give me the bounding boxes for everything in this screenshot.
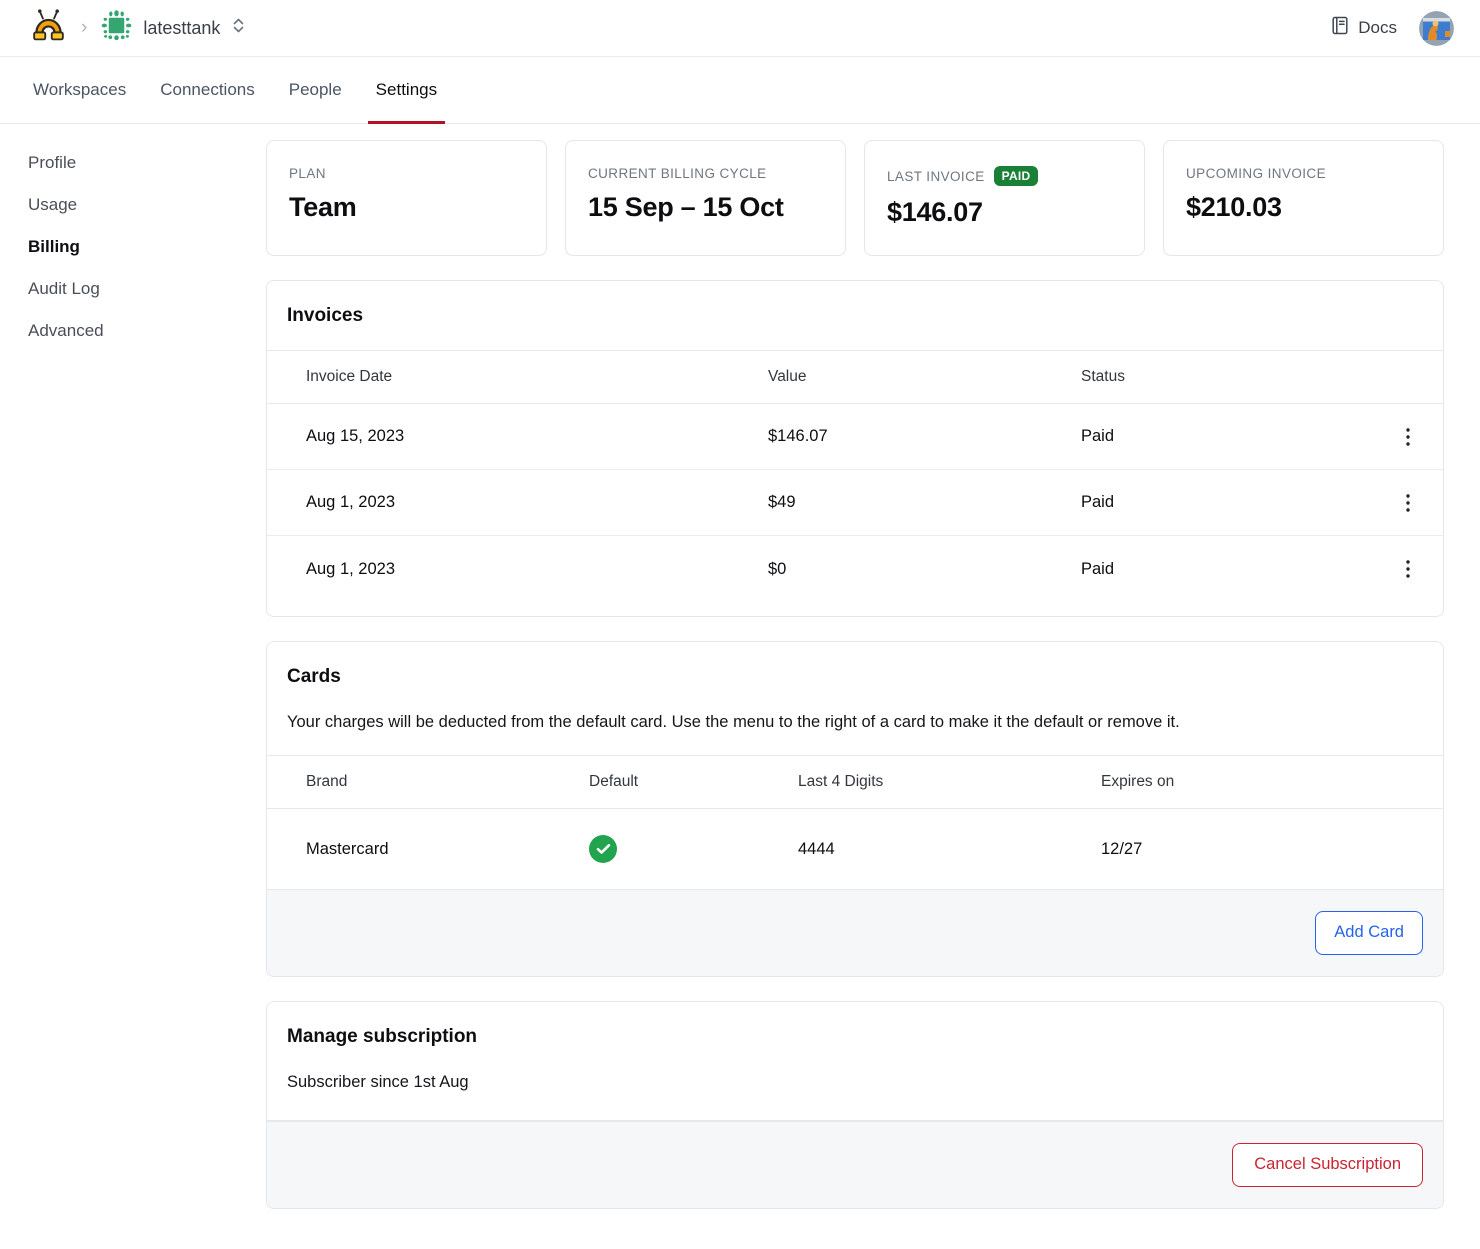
cards-title: Cards — [287, 666, 1423, 688]
invoices-table-header: Invoice Date Value Status — [267, 351, 1443, 404]
tab-people[interactable]: People — [287, 57, 344, 123]
cards-table-header: Brand Default Last 4 Digits Expires on — [267, 756, 1443, 809]
topbar-actions: Docs — [1330, 11, 1454, 46]
billing-cycle-card: CURRENT BILLING CYCLE 15 Sep – 15 Oct — [565, 140, 846, 256]
col-invoice-date: Invoice Date — [306, 368, 768, 386]
invoice-row-menu-button[interactable] — [1393, 554, 1423, 584]
upcoming-invoice-value: $210.03 — [1186, 192, 1421, 223]
billing-cycle-value: 15 Sep – 15 Oct — [588, 192, 823, 223]
invoice-date: Aug 1, 2023 — [306, 493, 768, 512]
kebab-icon — [1406, 494, 1410, 512]
cards-panel: Cards Your charges will be deducted from… — [266, 641, 1444, 977]
card-row: Mastercard 4444 12/27 — [267, 809, 1443, 889]
kebab-icon — [1406, 428, 1410, 446]
invoice-row: Aug 1, 2023 $0 Paid — [267, 536, 1443, 602]
workspace-name: latesttank — [143, 18, 220, 39]
topbar: › — [0, 0, 1480, 57]
invoices-title: Invoices — [287, 305, 1423, 327]
paid-status-badge: PAID — [994, 166, 1039, 186]
docs-book-icon — [1330, 15, 1350, 41]
invoice-date: Aug 1, 2023 — [306, 560, 768, 579]
cards-panel-footer: Add Card — [267, 889, 1443, 976]
billing-cycle-label: CURRENT BILLING CYCLE — [588, 166, 767, 181]
invoice-date: Aug 15, 2023 — [306, 427, 768, 446]
invoice-value: $0 — [768, 560, 1081, 579]
breadcrumb: › — [30, 5, 246, 51]
invoice-row-menu-button[interactable] — [1393, 488, 1423, 518]
card-last4: 4444 — [798, 840, 1101, 859]
workspace-switcher[interactable]: latesttank — [101, 10, 246, 46]
plan-value: Team — [289, 192, 524, 223]
primary-nav: Workspaces Connections People Settings — [0, 57, 1480, 124]
last-invoice-label: LAST INVOICE — [887, 169, 985, 184]
tab-connections[interactable]: Connections — [158, 57, 257, 123]
subscription-panel: Manage subscription Subscriber since 1st… — [266, 1001, 1444, 1209]
docs-label: Docs — [1358, 18, 1397, 38]
card-brand: Mastercard — [306, 840, 589, 859]
invoice-status: Paid — [1081, 427, 1375, 446]
invoice-row-menu-button[interactable] — [1393, 422, 1423, 452]
invoices-table-body: Aug 15, 2023 $146.07 Paid Aug 1, 2023 $4… — [267, 404, 1443, 616]
invoice-value: $49 — [768, 493, 1081, 512]
col-brand: Brand — [306, 773, 589, 791]
col-value: Value — [768, 368, 1081, 386]
upcoming-invoice-card: UPCOMING INVOICE $210.03 — [1163, 140, 1444, 256]
tab-workspaces[interactable]: Workspaces — [31, 57, 128, 123]
cards-panel-head: Cards Your charges will be deducted from… — [267, 642, 1443, 756]
col-expires: Expires on — [1101, 773, 1423, 791]
sidebar-item-advanced[interactable]: Advanced — [28, 322, 266, 340]
sidebar-item-profile[interactable]: Profile — [28, 154, 266, 172]
col-status: Status — [1081, 368, 1375, 386]
select-chevrons-icon — [231, 16, 246, 40]
last-invoice-value: $146.07 — [887, 197, 1122, 228]
col-default: Default — [589, 773, 798, 791]
invoice-row: Aug 1, 2023 $49 Paid — [267, 470, 1443, 536]
sidebar-item-usage[interactable]: Usage — [28, 196, 266, 214]
invoice-status: Paid — [1081, 493, 1375, 512]
subscription-panel-footer: Cancel Subscription — [267, 1121, 1443, 1208]
invoice-value: $146.07 — [768, 427, 1081, 446]
cancel-subscription-button[interactable]: Cancel Subscription — [1232, 1143, 1423, 1187]
invoices-panel: Invoices Invoice Date Value Status Aug 1… — [266, 280, 1444, 617]
user-avatar[interactable] — [1419, 11, 1454, 46]
upcoming-invoice-label: UPCOMING INVOICE — [1186, 166, 1326, 181]
cards-description: Your charges will be deducted from the d… — [287, 713, 1423, 732]
invoices-panel-head: Invoices — [267, 281, 1443, 351]
sidebar-item-billing[interactable]: Billing — [28, 238, 266, 256]
col-last4: Last 4 Digits — [798, 773, 1101, 791]
docs-link[interactable]: Docs — [1330, 15, 1397, 41]
default-check-icon — [589, 835, 617, 863]
subscription-panel-head: Manage subscription Subscriber since 1st… — [267, 1002, 1443, 1121]
invoice-status: Paid — [1081, 560, 1375, 579]
plan-label: PLAN — [289, 166, 326, 181]
tab-settings[interactable]: Settings — [374, 57, 439, 123]
subscriber-since-text: Subscriber since 1st Aug — [287, 1073, 1423, 1092]
last-invoice-card: LAST INVOICE PAID $146.07 — [864, 140, 1145, 256]
card-expires: 12/27 — [1101, 840, 1423, 859]
breadcrumb-chevron-icon: › — [81, 18, 87, 37]
add-card-button[interactable]: Add Card — [1315, 911, 1423, 955]
app-logo-icon[interactable] — [30, 5, 67, 51]
billing-summary-cards: PLAN Team CURRENT BILLING CYCLE 15 Sep –… — [266, 140, 1444, 256]
invoice-row: Aug 15, 2023 $146.07 Paid — [267, 404, 1443, 470]
settings-sidebar: Profile Usage Billing Audit Log Advanced — [0, 124, 266, 364]
kebab-icon — [1406, 560, 1410, 578]
sidebar-item-audit-log[interactable]: Audit Log — [28, 280, 266, 298]
plan-card: PLAN Team — [266, 140, 547, 256]
billing-content: PLAN Team CURRENT BILLING CYCLE 15 Sep –… — [266, 124, 1480, 1249]
subscription-title: Manage subscription — [287, 1026, 1423, 1048]
workspace-identicon — [101, 10, 132, 46]
